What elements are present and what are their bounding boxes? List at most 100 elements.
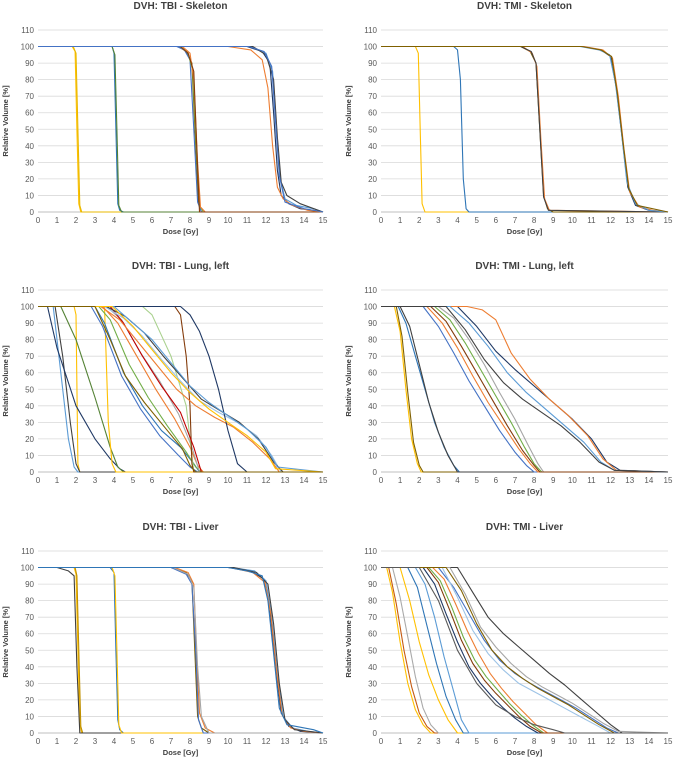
x-tick-label: 4 <box>112 737 117 746</box>
y-axis-label: Relative Volume [%] <box>1 345 10 417</box>
y-tick-label: 40 <box>368 663 377 672</box>
x-tick-label: 13 <box>625 737 634 746</box>
x-tick-label: 7 <box>169 216 174 225</box>
y-tick-label: 0 <box>373 729 378 738</box>
x-tick-label: 1 <box>55 216 60 225</box>
x-tick-label: 9 <box>551 737 556 746</box>
y-tick-label: 10 <box>368 712 377 721</box>
y-tick-label: 90 <box>25 59 34 68</box>
dvh-series-line-6 <box>381 305 668 473</box>
x-tick-label: 8 <box>532 737 537 746</box>
dvh-series-line-1 <box>381 305 668 473</box>
y-tick-label: 100 <box>364 43 378 52</box>
x-tick-label: 4 <box>455 476 460 485</box>
x-tick-label: 11 <box>243 737 252 746</box>
dvh-series-line-5 <box>38 305 323 473</box>
chart-title: DVH: TBI - Skeleton <box>134 1 228 12</box>
x-tick-label: 11 <box>587 476 596 485</box>
dvh-series-line-4 <box>381 305 668 473</box>
x-tick-label: 4 <box>112 216 117 225</box>
x-tick-label: 15 <box>319 476 328 485</box>
dvh-series-line-6 <box>38 45 323 213</box>
x-tick-label: 11 <box>243 476 252 485</box>
x-tick-label: 4 <box>112 476 117 485</box>
y-tick-label: 110 <box>21 26 34 35</box>
x-tick-label: 13 <box>281 476 290 485</box>
x-axis-label: Dose [Gy] <box>507 227 543 236</box>
y-tick-label: 80 <box>25 76 34 85</box>
x-axis-label: Dose [Gy] <box>507 748 543 757</box>
dvh-series-line-7 <box>381 305 668 473</box>
x-tick-label: 11 <box>587 216 596 225</box>
y-axis-label: Relative Volume [%] <box>1 606 10 678</box>
x-tick-label: 15 <box>319 216 328 225</box>
x-tick-label: 1 <box>398 216 403 225</box>
x-tick-label: 5 <box>474 737 479 746</box>
y-tick-label: 70 <box>25 352 34 361</box>
dvh-series-line-5 <box>381 305 668 473</box>
dvh-series-line-3 <box>381 566 668 734</box>
y-tick-label: 40 <box>25 402 34 411</box>
x-tick-label: 12 <box>606 216 615 225</box>
y-tick-label: 60 <box>25 630 34 639</box>
y-tick-label: 40 <box>25 142 34 151</box>
x-tick-label: 7 <box>513 737 518 746</box>
x-tick-label: 0 <box>379 737 384 746</box>
x-tick-label: 3 <box>436 216 441 225</box>
x-tick-label: 8 <box>532 216 537 225</box>
dvh-series-line-2 <box>381 45 668 213</box>
x-tick-label: 15 <box>664 476 673 485</box>
x-tick-label: 7 <box>513 476 518 485</box>
x-tick-label: 13 <box>281 737 290 746</box>
x-tick-label: 8 <box>188 737 193 746</box>
y-tick-label: 30 <box>368 418 377 427</box>
y-tick-label: 110 <box>364 286 377 295</box>
y-tick-label: 40 <box>368 402 377 411</box>
y-tick-label: 80 <box>368 336 377 345</box>
x-tick-label: 3 <box>93 737 98 746</box>
y-tick-label: 100 <box>21 564 35 573</box>
y-tick-label: 10 <box>368 191 377 200</box>
y-tick-label: 110 <box>21 286 34 295</box>
x-tick-label: 3 <box>436 476 441 485</box>
y-tick-label: 110 <box>364 26 377 35</box>
x-tick-label: 14 <box>644 476 653 485</box>
y-tick-label: 60 <box>25 369 34 378</box>
x-tick-label: 1 <box>398 737 403 746</box>
y-tick-label: 70 <box>25 613 34 622</box>
x-tick-label: 13 <box>281 216 290 225</box>
y-tick-label: 20 <box>368 696 377 705</box>
dvh-series-line-12 <box>381 305 669 473</box>
x-tick-label: 10 <box>568 737 577 746</box>
x-tick-label: 6 <box>150 476 155 485</box>
x-tick-label: 5 <box>131 216 136 225</box>
dvh-series-line-13 <box>38 566 324 734</box>
x-tick-label: 10 <box>224 216 233 225</box>
y-tick-label: 100 <box>364 303 378 312</box>
x-tick-label: 15 <box>664 216 673 225</box>
x-tick-label: 2 <box>74 216 79 225</box>
x-axis-label: Dose [Gy] <box>507 487 543 496</box>
dvh-series-line-20 <box>38 305 324 473</box>
x-tick-label: 9 <box>551 476 556 485</box>
x-tick-label: 5 <box>131 476 136 485</box>
y-tick-label: 110 <box>364 547 377 556</box>
dvh-series-line-8 <box>381 566 668 734</box>
x-axis-label: Dose [Gy] <box>163 227 199 236</box>
y-tick-label: 10 <box>25 712 34 721</box>
chart-title: DVH: TBI - Liver <box>142 522 218 533</box>
x-tick-label: 2 <box>74 476 79 485</box>
dvh-series-line-16 <box>381 566 668 734</box>
y-tick-label: 50 <box>25 385 34 394</box>
x-tick-label: 11 <box>587 737 596 746</box>
x-tick-label: 0 <box>36 476 41 485</box>
x-tick-label: 12 <box>262 476 271 485</box>
dvh-series-line-9 <box>381 305 668 473</box>
dvh-series-line-5 <box>381 45 669 213</box>
x-tick-label: 1 <box>55 476 60 485</box>
dvh-series-line-18 <box>38 305 323 473</box>
x-tick-label: 15 <box>319 737 328 746</box>
y-tick-label: 30 <box>25 418 34 427</box>
